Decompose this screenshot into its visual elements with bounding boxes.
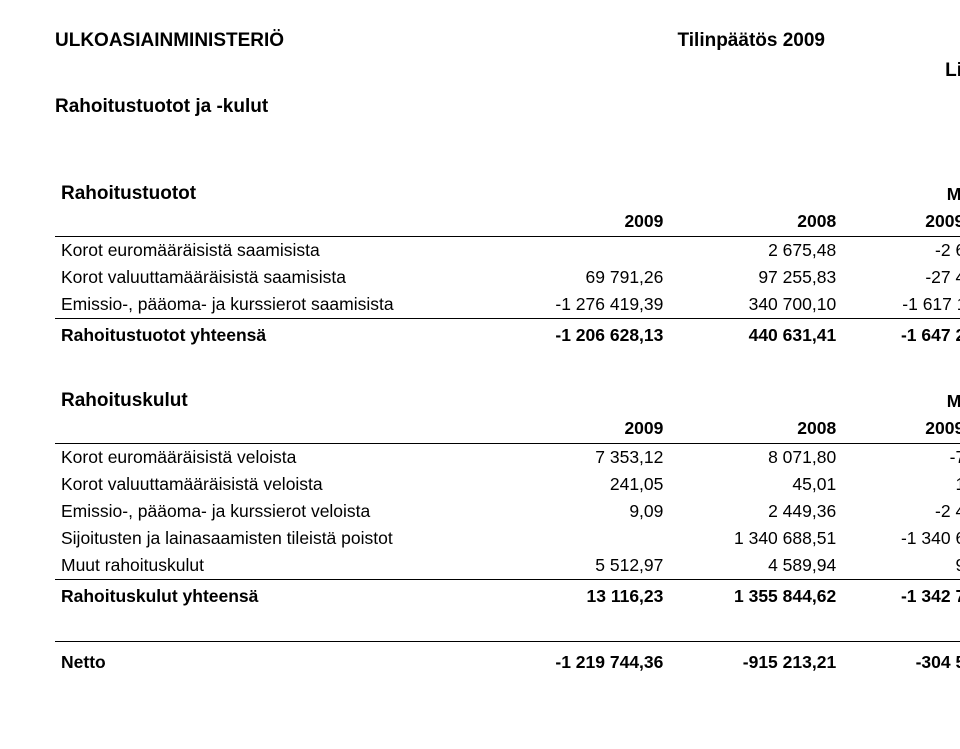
cell: -304 531,15 — [842, 642, 960, 677]
cell: 2 675,48 — [669, 237, 842, 265]
cell: -1 617 119,49 — [842, 291, 960, 319]
total-row: Rahoitustuotot yhteensä -1 206 628,13 44… — [55, 319, 960, 353]
year-row: 2009 2008 2009-2008 — [55, 208, 960, 237]
table-row: Muut rahoituskulut 5 512,97 4 589,94 923… — [55, 552, 960, 580]
table-row: Korot valuuttamääräisistä veloista 241,0… — [55, 471, 960, 498]
attachment-label: Liite 8 — [55, 60, 960, 82]
section-title: Rahoitustuotot — [55, 173, 497, 208]
cell: 241,05 — [497, 471, 670, 498]
cell: -1 219 744,36 — [497, 642, 670, 677]
cell — [497, 237, 670, 265]
cell: -718,68 — [842, 444, 960, 472]
cell: 7 353,12 — [497, 444, 670, 472]
table-row: Korot euromääräisistä saamisista 2 675,4… — [55, 237, 960, 265]
doc-header: ULKOASIAINMINISTERIÖ Tilinpäätös 2009 — [55, 30, 960, 52]
cell: -1 340 688,51 — [842, 525, 960, 552]
netto-label: Netto — [55, 642, 497, 677]
cell: 440 631,41 — [669, 319, 842, 353]
year-col: 2008 — [669, 415, 842, 444]
row-label: Korot euromääräisistä veloista — [55, 444, 497, 472]
cell: 1 340 688,51 — [669, 525, 842, 552]
spacer — [55, 613, 960, 642]
cell: 97 255,83 — [669, 264, 842, 291]
cell — [497, 525, 670, 552]
row-label: Korot euromääräisistä saamisista — [55, 237, 497, 265]
cell: 8 071,80 — [669, 444, 842, 472]
table-row: Sijoitusten ja lainasaamisten tileistä p… — [55, 525, 960, 552]
row-label: Muut rahoituskulut — [55, 552, 497, 580]
year-col: 2009 — [497, 208, 670, 237]
year-col: 2009-2008 — [842, 208, 960, 237]
cell: 1 355 844,62 — [669, 580, 842, 614]
year-col: 2009-2008 — [842, 415, 960, 444]
cell: -27 464,57 — [842, 264, 960, 291]
ministry-name: ULKOASIAINMINISTERIÖ — [55, 30, 284, 52]
table-row: Emissio-, pääoma- ja kurssierot saamisis… — [55, 291, 960, 319]
cell: -2 440,27 — [842, 498, 960, 525]
section-header: Rahoitustuotot Muutos — [55, 173, 960, 208]
cell: 923,03 — [842, 552, 960, 580]
cell: 2 449,36 — [669, 498, 842, 525]
cell: -1 206 628,13 — [497, 319, 670, 353]
cell: -1 276 419,39 — [497, 291, 670, 319]
row-label: Korot valuuttamääräisistä veloista — [55, 471, 497, 498]
table-row: Korot euromääräisistä veloista 7 353,12 … — [55, 444, 960, 472]
report-title: Tilinpäätös 2009 — [678, 30, 826, 52]
cell: -2 675,48 — [842, 237, 960, 265]
cell: 13 116,23 — [497, 580, 670, 614]
spacer — [55, 352, 960, 380]
muutos-label: Muutos — [842, 173, 960, 208]
financial-table: Rahoitustuotot Muutos 2009 2008 2009-200… — [55, 173, 960, 676]
row-label: Korot valuuttamääräisistä saamisista — [55, 264, 497, 291]
section-header: Rahoituskulut Muutos — [55, 380, 960, 415]
cell: 196,04 — [842, 471, 960, 498]
year-row: 2009 2008 2009-2008 — [55, 415, 960, 444]
total-label: Rahoituskulut yhteensä — [55, 580, 497, 614]
year-col: 2008 — [669, 208, 842, 237]
cell: 5 512,97 — [497, 552, 670, 580]
year-col: 2009 — [497, 415, 670, 444]
cell: 45,01 — [669, 471, 842, 498]
cell: 69 791,26 — [497, 264, 670, 291]
muutos-label: Muutos — [842, 380, 960, 415]
table-row: Emissio-, pääoma- ja kurssierot veloista… — [55, 498, 960, 525]
row-label: Emissio-, pääoma- ja kurssierot veloista — [55, 498, 497, 525]
table-row: Korot valuuttamääräisistä saamisista 69 … — [55, 264, 960, 291]
doc-subtitle: Rahoitustuotot ja -kulut — [55, 96, 960, 118]
cell: -1 342 728,39 — [842, 580, 960, 614]
cell: -915 213,21 — [669, 642, 842, 677]
row-label: Sijoitusten ja lainasaamisten tileistä p… — [55, 525, 497, 552]
total-row: Rahoituskulut yhteensä 13 116,23 1 355 8… — [55, 580, 960, 614]
cell: 340 700,10 — [669, 291, 842, 319]
netto-row: Netto -1 219 744,36 -915 213,21 -304 531… — [55, 642, 960, 677]
cell: -1 647 259,54 — [842, 319, 960, 353]
section-title: Rahoituskulut — [55, 380, 497, 415]
total-label: Rahoitustuotot yhteensä — [55, 319, 497, 353]
cell: 9,09 — [497, 498, 670, 525]
row-label: Emissio-, pääoma- ja kurssierot saamisis… — [55, 291, 497, 319]
cell: 4 589,94 — [669, 552, 842, 580]
